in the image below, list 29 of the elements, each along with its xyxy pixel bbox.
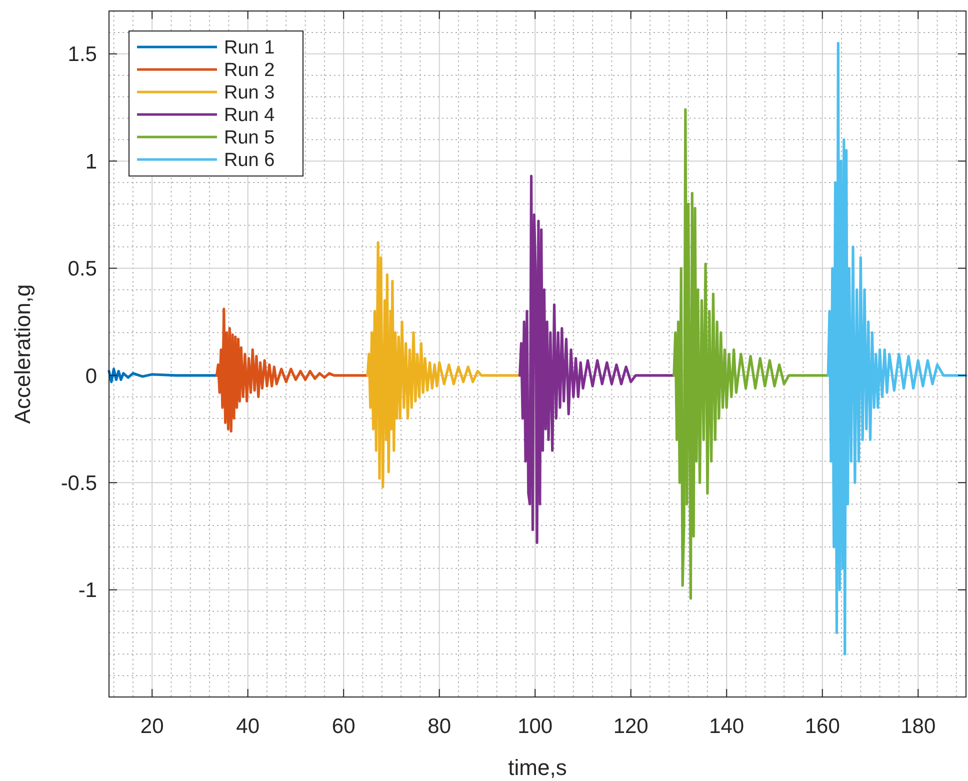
legend-label: Run 5 xyxy=(224,128,275,149)
x-tick-label: 160 xyxy=(804,715,840,738)
y-tick-label: 1 xyxy=(85,150,97,174)
line-series xyxy=(518,174,676,544)
legend-label: Run 1 xyxy=(224,38,275,59)
x-tick-label: 60 xyxy=(332,715,356,738)
line-series xyxy=(366,241,522,488)
line-series xyxy=(215,308,369,432)
legend-label: Run 4 xyxy=(224,105,276,126)
y-tick-label: 0.5 xyxy=(68,258,97,281)
x-tick-label: 140 xyxy=(709,715,744,738)
x-tick-label: 80 xyxy=(428,715,452,738)
y-tick-label: 0 xyxy=(85,364,97,388)
x-tick-label: 120 xyxy=(613,715,648,738)
y-tick-label: -0.5 xyxy=(60,472,97,495)
line-series xyxy=(108,368,218,384)
legend-label: Run 6 xyxy=(224,150,275,172)
x-tick-label: 180 xyxy=(900,715,936,738)
legend-label: Run 2 xyxy=(224,60,275,82)
line-series xyxy=(672,108,830,600)
line-series xyxy=(826,42,968,656)
x-tick-label: 40 xyxy=(236,715,260,738)
y-tick-label: 1.5 xyxy=(68,43,97,66)
x-tick-label: 20 xyxy=(140,715,164,738)
y-tick-label: -1 xyxy=(78,579,97,602)
x-axis-title: time,s xyxy=(508,755,567,780)
legend-label: Run 3 xyxy=(224,82,275,104)
x-tick-label: 100 xyxy=(518,715,553,738)
y-axis-title: Acceleration,g xyxy=(10,284,35,424)
